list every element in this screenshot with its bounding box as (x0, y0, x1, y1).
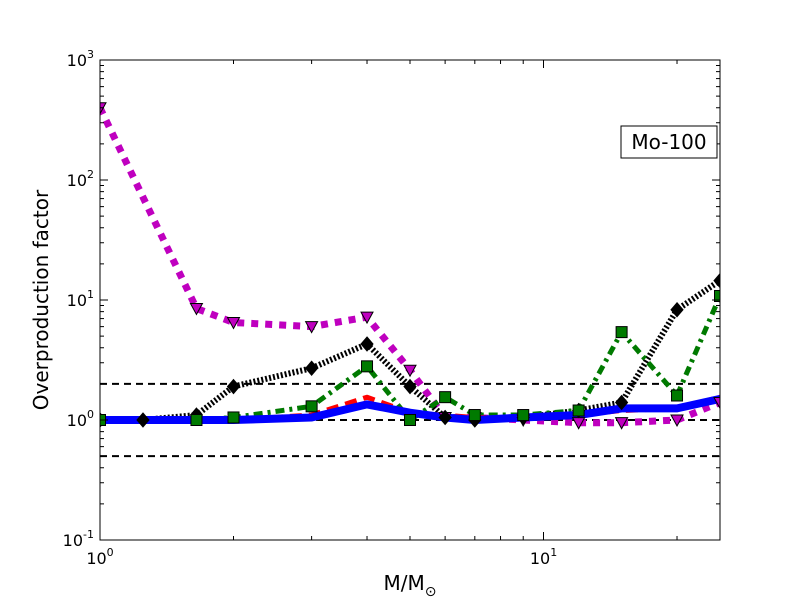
series-0-point (670, 414, 684, 428)
series-2-point (517, 409, 530, 422)
annotation-frame (620, 125, 718, 159)
series-group (100, 102, 720, 430)
x-tick-label: 101 (530, 546, 557, 568)
series-2-point (714, 289, 720, 302)
series-0-point (713, 396, 720, 410)
axes-frame (99, 59, 721, 541)
series-0-point (614, 417, 629, 430)
y-tick-label: 102 (67, 168, 94, 190)
x-axis-label: M/M⊙ (384, 571, 437, 600)
series-1-point (403, 378, 417, 395)
axes-background (100, 60, 720, 540)
series-2-point (404, 414, 416, 426)
series-1-point (226, 378, 241, 395)
series-layer (100, 102, 720, 430)
series-2-point (439, 391, 452, 404)
series-0-point (360, 311, 374, 325)
series-1-point (614, 394, 629, 411)
y-tick-label: 10-1 (63, 528, 94, 550)
annotation-box: Mo-100 (620, 125, 718, 159)
series-1-point (136, 412, 150, 428)
series-0-point (189, 302, 204, 316)
series-line-1 (100, 278, 720, 423)
plot-area (100, 60, 720, 540)
series-2-point (305, 400, 318, 413)
series-1-point (438, 409, 452, 426)
series-1-point (360, 336, 374, 352)
x-tick-label: 100 (86, 546, 113, 568)
series-2-point (671, 389, 684, 402)
y-tick-label: 100 (67, 408, 94, 430)
series-1-point (304, 360, 319, 377)
series-2-point (572, 404, 585, 417)
series-2-point (227, 411, 240, 424)
y-axis-label: Overproduction factor (29, 189, 53, 410)
series-2-point (615, 326, 628, 339)
series-2-point (468, 409, 481, 422)
x-axis-label-subscript: ⊙ (425, 584, 437, 600)
y-tick-label: 101 (67, 288, 94, 310)
series-1-point (713, 272, 720, 289)
series-0-point (226, 316, 241, 330)
series-0-point (304, 321, 319, 334)
annotation-label: Mo-100 (631, 130, 706, 154)
series-1-point (670, 301, 684, 318)
series-0-point (403, 364, 417, 378)
x-axis-label-main: M/M (384, 571, 425, 595)
y-tick-label: 103 (67, 48, 94, 70)
series-2-point (190, 414, 203, 426)
series-2-point (361, 360, 374, 373)
